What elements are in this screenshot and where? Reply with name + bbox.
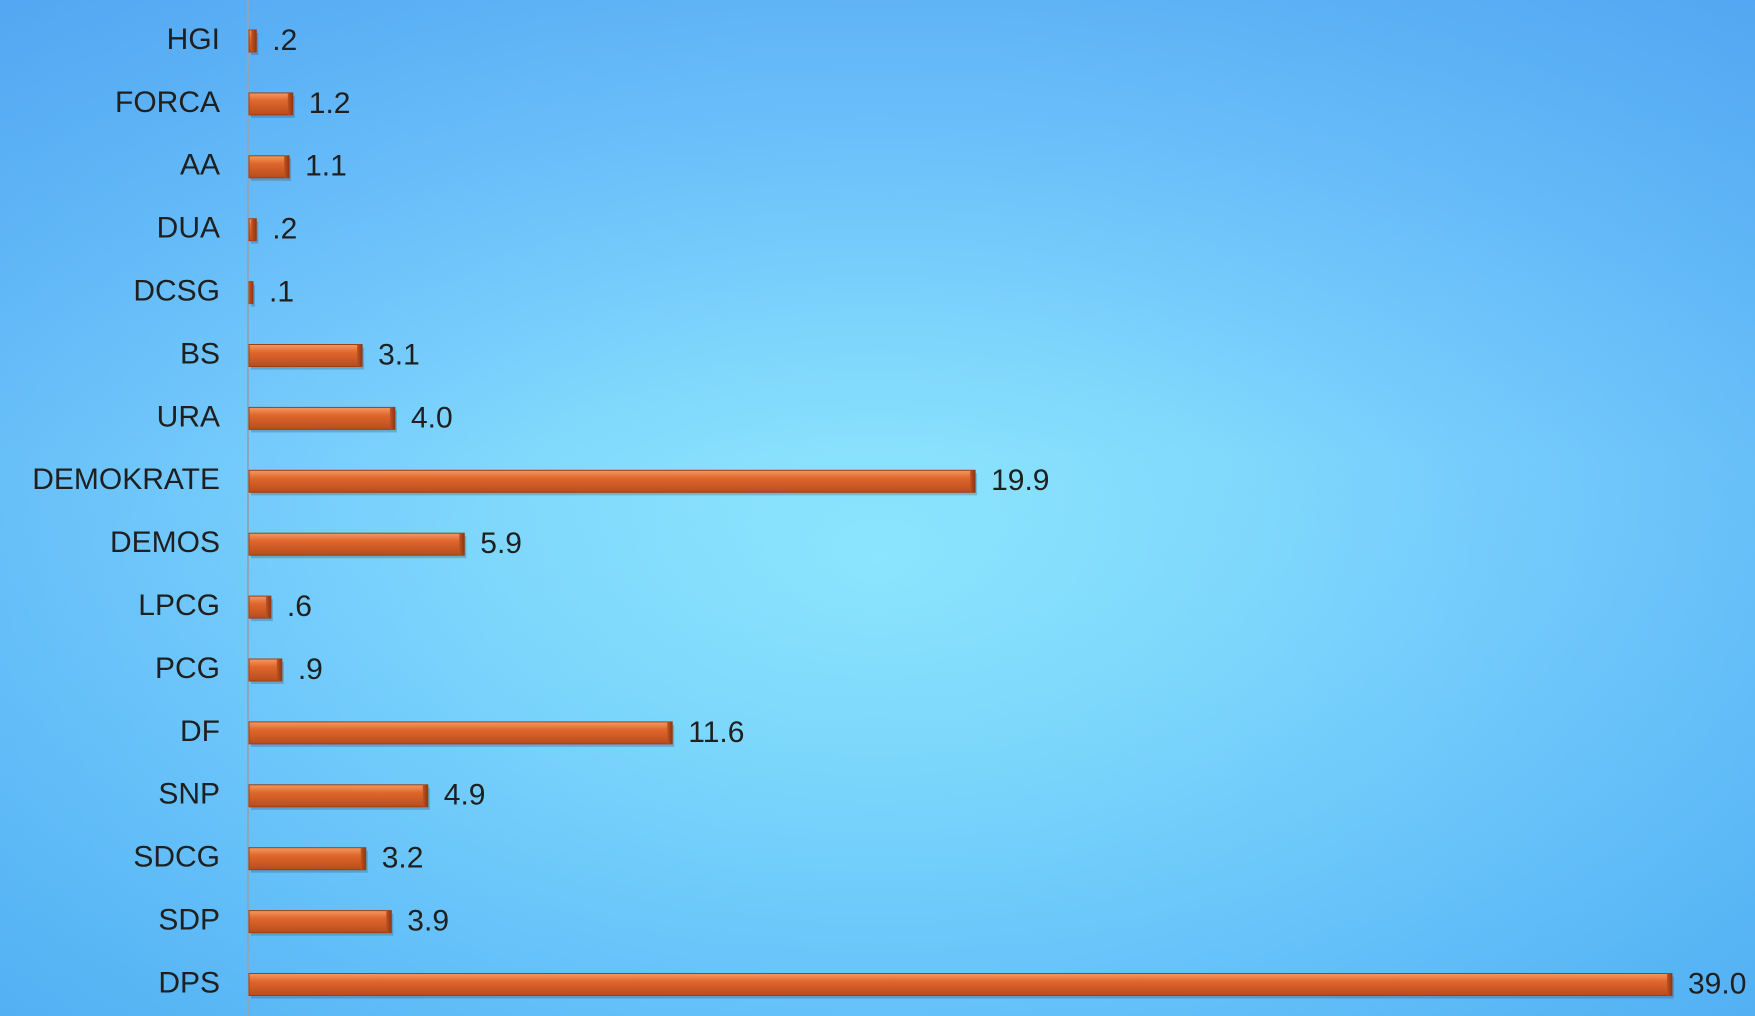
bar-row: DEMOS 5.9 <box>110 526 522 560</box>
bar <box>248 721 673 745</box>
bar-end-cap <box>284 155 290 178</box>
bar-row: PCG .9 <box>155 652 323 686</box>
bar-end-cap <box>970 470 976 493</box>
bar-row: DPS 39.0 <box>158 966 1746 1000</box>
bar-end-cap <box>389 407 395 430</box>
bar-end-cap <box>251 30 257 52</box>
value-label: 11.6 <box>688 716 744 749</box>
bar-end-cap <box>459 533 465 556</box>
bar-row: SNP 4.9 <box>158 778 485 812</box>
category-label: BS <box>180 337 220 370</box>
value-label: 19.9 <box>991 464 1049 497</box>
bar-end-cap <box>265 596 271 619</box>
value-label: 1.2 <box>309 87 351 120</box>
bar-row: AA 1.1 <box>180 149 347 183</box>
bar-row: FORCA 1.2 <box>115 86 351 120</box>
value-label: .2 <box>272 24 297 57</box>
value-label: 4.9 <box>444 779 486 812</box>
value-label: 3.2 <box>382 842 424 875</box>
category-label: SDP <box>158 904 220 937</box>
bar-row: BS 3.1 <box>180 337 420 371</box>
bar-end-cap <box>276 659 282 681</box>
bar-row: URA 4.0 <box>157 400 453 434</box>
value-label: 39.0 <box>1688 967 1746 1000</box>
category-label: PCG <box>155 652 220 685</box>
bar <box>248 973 1673 996</box>
value-label: 1.1 <box>305 150 347 183</box>
bar <box>248 532 465 556</box>
bar-end-cap <box>422 784 428 807</box>
bar <box>248 469 976 493</box>
bar-row: LPCG .6 <box>138 589 312 623</box>
category-label: DCSG <box>133 275 220 308</box>
category-label: DF <box>180 715 220 748</box>
category-label: FORCA <box>115 86 220 119</box>
category-label: DEMOKRATE <box>32 463 220 496</box>
bar-end-cap <box>1667 973 1672 996</box>
value-label: .1 <box>269 276 294 309</box>
category-label: URA <box>157 400 220 433</box>
category-label: HGI <box>167 23 220 56</box>
bar-row: DCSG .1 <box>133 275 294 309</box>
bars-group: HGI .2 FORCA 1.2 AA 1.1 DUA .2 DCSG .1 BS 3.1 URA 4.0… <box>32 23 1746 1001</box>
category-label: AA <box>180 149 220 182</box>
bar-end-cap <box>251 218 257 241</box>
bar <box>248 910 392 934</box>
bar <box>248 155 290 179</box>
category-label: SNP <box>158 778 220 811</box>
bar <box>248 344 363 367</box>
value-label: 3.9 <box>407 905 449 938</box>
value-label: 4.0 <box>411 401 453 434</box>
bar-row: SDP 3.9 <box>158 904 449 938</box>
category-label: DUA <box>157 212 220 245</box>
category-label: LPCG <box>138 589 220 622</box>
value-label: 3.1 <box>378 338 420 371</box>
bar-end-cap <box>287 92 293 115</box>
bar-end-cap <box>249 281 253 304</box>
bar <box>248 847 367 871</box>
value-label: 5.9 <box>480 527 522 560</box>
bar-row: HGI .2 <box>167 23 298 57</box>
value-label: .2 <box>272 213 297 246</box>
category-label: SDCG <box>133 841 220 874</box>
bar <box>248 784 429 808</box>
bar-end-cap <box>667 721 673 744</box>
value-label: .9 <box>298 653 323 686</box>
bar-row: DEMOKRATE 19.9 <box>32 463 1049 497</box>
bar-end-cap <box>357 344 363 367</box>
bar <box>248 406 396 430</box>
category-label: DPS <box>158 966 220 999</box>
bar-end-cap <box>360 847 366 870</box>
bar <box>248 92 294 116</box>
bar-row: DF 11.6 <box>180 715 744 749</box>
bar-row: SDCG 3.2 <box>133 841 423 875</box>
value-label: .6 <box>287 590 312 623</box>
bar-end-cap <box>386 910 392 933</box>
category-label: DEMOS <box>110 526 220 559</box>
bar-row: DUA .2 <box>157 212 298 246</box>
